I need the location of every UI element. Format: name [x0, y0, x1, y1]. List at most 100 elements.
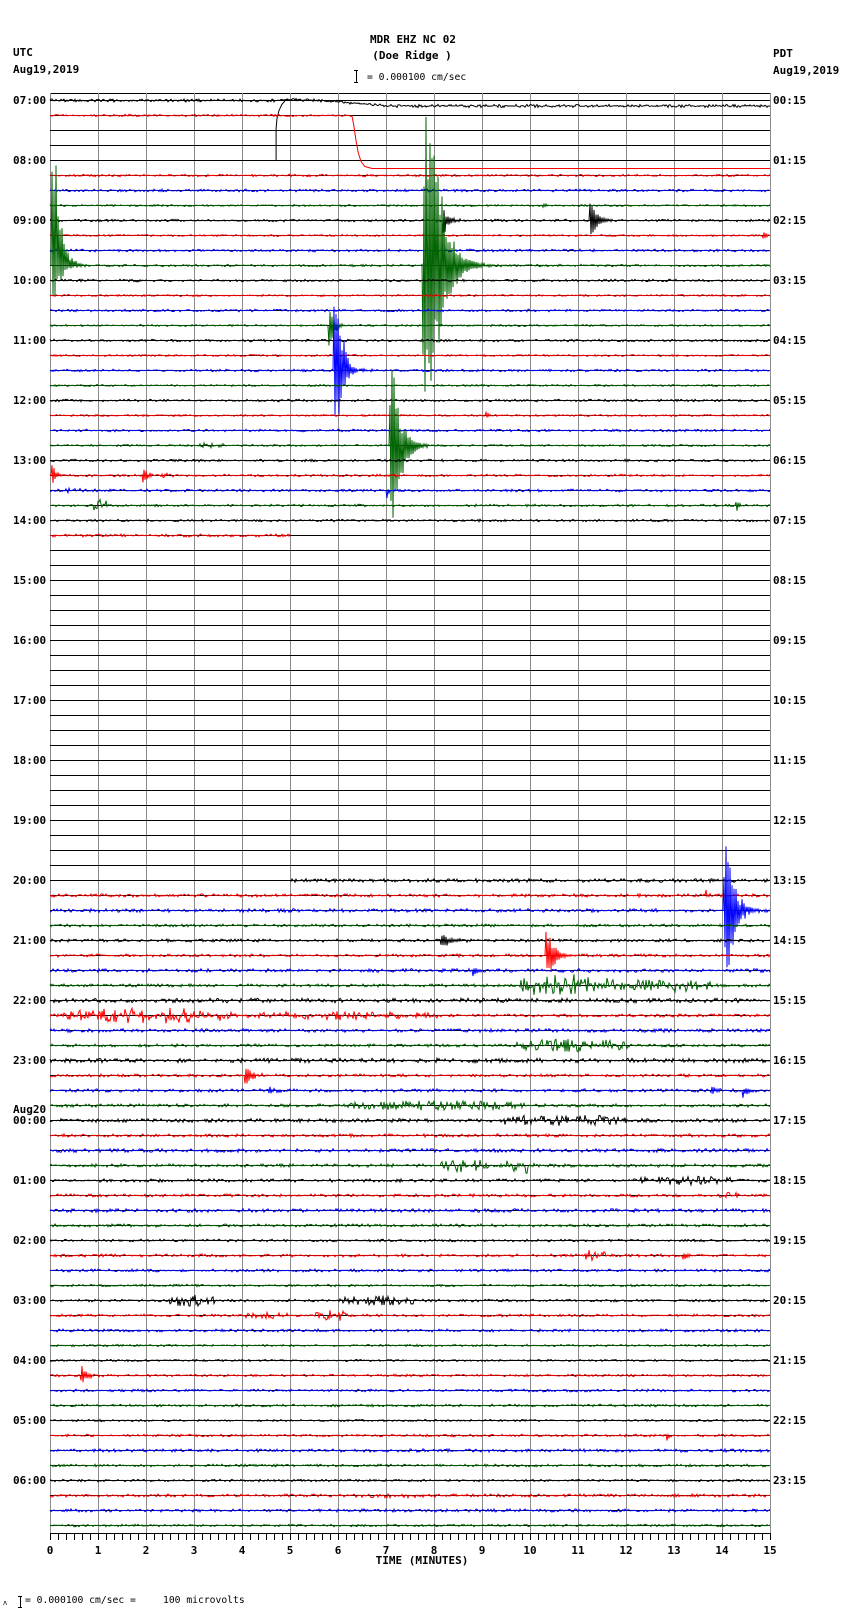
x-tick-label: 5	[287, 1544, 294, 1557]
utc-hour-label: 21:00	[13, 934, 46, 947]
pdt-hour-label: 12:15	[773, 814, 806, 827]
utc-hour-label: 17:00	[13, 694, 46, 707]
trace-row-01-30	[49, 1207, 771, 1214]
trace-row-12-45	[49, 369, 771, 518]
trace-row-02-30	[49, 1267, 771, 1273]
pdt-hour-label: 19:15	[773, 1234, 806, 1247]
trace-row-13-45	[49, 497, 771, 511]
x-tick-label: 8	[431, 1544, 438, 1557]
x-tick-label: 13	[667, 1544, 680, 1557]
pdt-hour-label: 11:15	[773, 754, 806, 767]
station-title: MDR EHZ NC 02	[369, 33, 457, 46]
trace-row-03-15	[49, 1309, 771, 1321]
trace-row-11-15	[49, 353, 771, 358]
pdt-hour-label: 00:15	[773, 94, 806, 107]
x-axis: 0 1 2 3 4 5 6 7 8 9 10 11 12 13 14 15	[47, 1533, 777, 1557]
trace-row-12-30	[50, 428, 771, 433]
trace-row-05-45	[50, 1463, 771, 1468]
trace-row-20-00	[289, 877, 771, 884]
utc-hour-label: 18:00	[13, 754, 46, 767]
trace-row-14-00	[49, 518, 770, 523]
trace-row-03-30	[49, 1327, 771, 1333]
utc-hour-label: 04:00	[13, 1354, 46, 1367]
x-axis-title: TIME (MINUTES)	[375, 1554, 469, 1567]
trace-row-00-00	[49, 1114, 771, 1127]
trace-row-11-45	[49, 383, 771, 388]
trace-row-20-30	[50, 846, 771, 968]
x-tick-label: 10	[523, 1544, 536, 1557]
footer-scale-bar-icon	[18, 1596, 22, 1608]
footer-marker: ʌ	[3, 1599, 8, 1607]
trace-row-08-30	[49, 187, 771, 193]
pdt-hour-label: 21:15	[773, 1354, 806, 1367]
right-timezone-label: PDT	[773, 47, 793, 60]
trace-row-22-30	[49, 1027, 771, 1034]
trace-row-11-30	[49, 306, 770, 416]
trace-row-21-00	[49, 935, 771, 946]
pdt-hour-label: 16:15	[773, 1054, 806, 1067]
trace-row-12-00	[49, 398, 771, 403]
utc-hour-label: 08:00	[13, 154, 46, 167]
trace-row-03-00	[49, 1294, 771, 1308]
x-tick-label: 11	[571, 1544, 585, 1557]
pdt-hour-label: 14:15	[773, 934, 806, 947]
trace-row-00-45	[49, 1159, 771, 1174]
pdt-hour-label: 03:15	[773, 274, 806, 287]
trace-row-05-00	[49, 1418, 771, 1423]
trace-row-10-30	[49, 308, 771, 313]
pdt-hour-label: 22:15	[773, 1414, 806, 1427]
trace-row-10-15	[49, 293, 771, 298]
trace-row-21-45	[49, 974, 771, 995]
trace-row-05-15	[50, 1432, 770, 1441]
footer-microvolts: 100 microvolts	[163, 1595, 245, 1606]
trace-row-10-00	[49, 278, 771, 283]
x-tick-label: 12	[619, 1544, 632, 1557]
trace-row-00-30	[50, 1147, 771, 1154]
trace-row-03-45	[49, 1343, 771, 1348]
trace-row-08-45	[49, 202, 771, 209]
left-date-label: Aug19,2019	[13, 63, 80, 76]
scale-label: = 0.000100 cm/sec	[367, 72, 467, 83]
trace-row-05-30	[49, 1447, 771, 1454]
trace-row-07-00	[49, 97, 771, 109]
trace-row-00-15	[49, 1132, 771, 1139]
utc-hour-label: 01:00	[13, 1174, 46, 1187]
trace-row-10-45	[49, 312, 771, 346]
trace-row-09-45	[49, 116, 771, 392]
scale-bar-icon	[354, 70, 358, 83]
pdt-hour-label: 13:15	[773, 874, 806, 887]
trace-row-04-45	[49, 1403, 771, 1408]
trace-row-22-45	[49, 1038, 770, 1053]
utc-hour-label: 22:00	[13, 994, 46, 1007]
utc-hour-label: 10:00	[13, 274, 46, 287]
utc-hour-label: 11:00	[13, 334, 46, 347]
trace-row-02-45	[49, 1283, 771, 1288]
pdt-hour-label: 07:15	[773, 514, 806, 527]
utc-hour-label: 09:00	[13, 214, 46, 227]
trace-row-20-15	[49, 889, 771, 899]
pdt-hour-label: 01:15	[773, 154, 806, 167]
right-date-label: Aug19,2019	[773, 64, 840, 77]
x-tick-label: 6	[335, 1544, 342, 1557]
trace-row-04-30	[50, 1388, 771, 1393]
trace-row-23-30	[49, 1086, 771, 1098]
pdt-hour-label: 23:15	[773, 1474, 806, 1487]
pdt-hour-label: 02:15	[773, 214, 806, 227]
trace-row-08-15	[49, 173, 771, 178]
x-tick-label: 15	[763, 1544, 776, 1557]
pdt-hour-label: 20:15	[773, 1294, 806, 1307]
utc-hour-label: 20:00	[13, 874, 46, 887]
utc-hour-label: 06:00	[13, 1474, 46, 1487]
x-tick-label: 4	[239, 1544, 246, 1557]
long-period-excursion	[351, 115, 770, 169]
utc-hour-label: 19:00	[13, 814, 46, 827]
x-tick-label: 1	[95, 1544, 102, 1557]
utc-hour-label: 12:00	[13, 394, 46, 407]
hour-labels: 07:00 00:15 08:00 01:15 09:00 02:15 10:00 03:15…	[13, 94, 806, 1487]
trace-row-13-15	[49, 465, 771, 483]
trace-row-22-00	[49, 996, 771, 1005]
trace-row-06-15	[49, 1492, 771, 1500]
left-timezone-label: UTC	[13, 46, 33, 59]
trace-row-02-15	[49, 1250, 771, 1263]
